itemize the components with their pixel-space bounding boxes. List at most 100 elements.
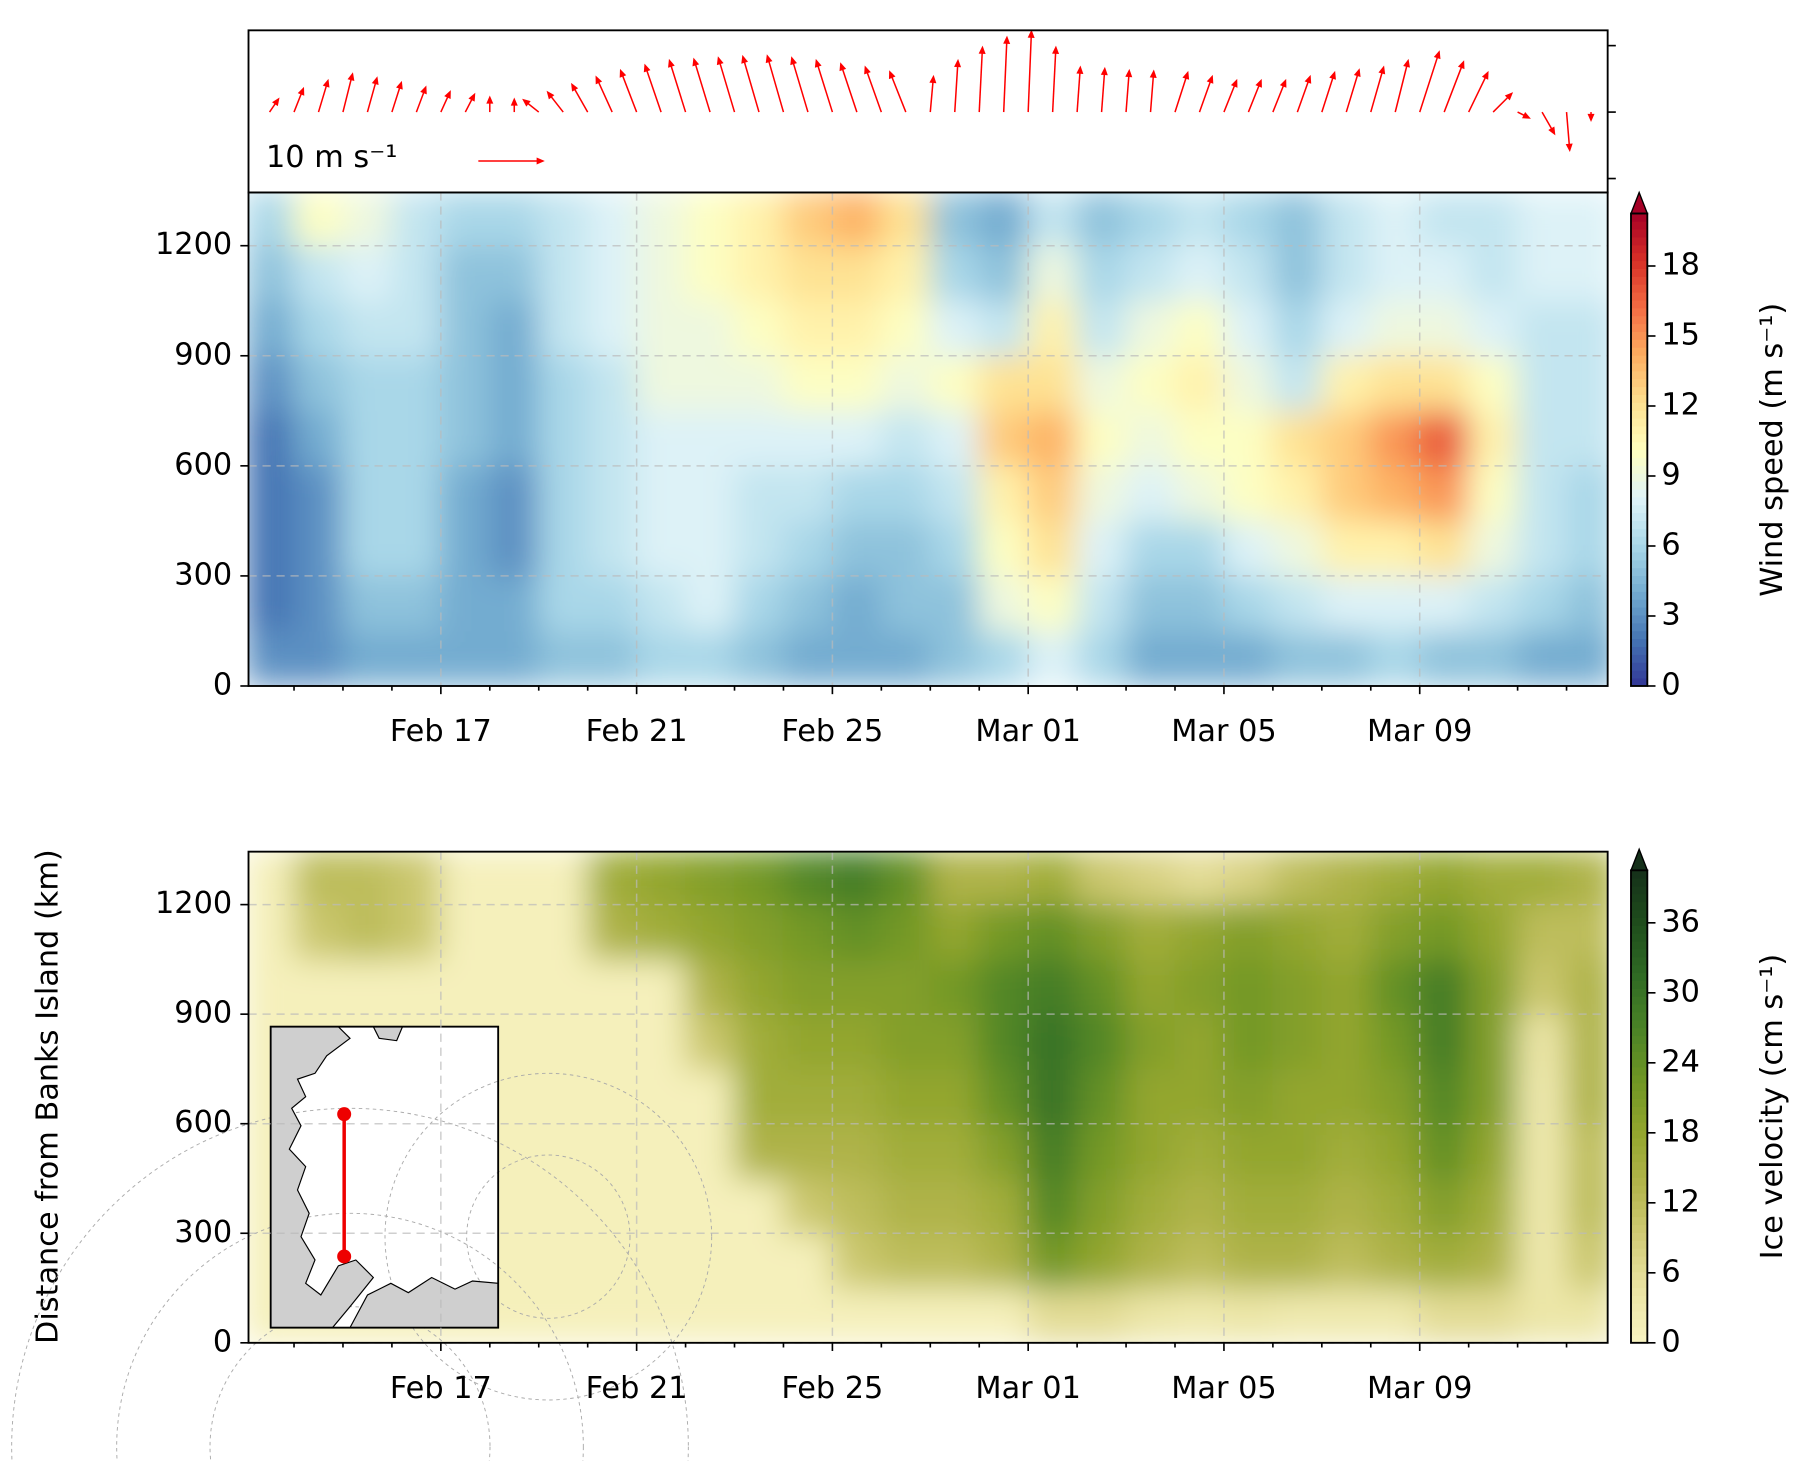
x-tick-label: Mar 01 <box>975 714 1080 749</box>
colorbar-frame <box>1630 869 1649 1344</box>
field-cell <box>1370 465 1421 522</box>
colorbar-step <box>1630 1129 1648 1139</box>
field-cell <box>1565 1287 1608 1343</box>
arrow-shaft <box>293 91 303 113</box>
arrow-shaft <box>1443 64 1464 113</box>
field-cell <box>1174 958 1225 1015</box>
arrow-shaft <box>978 50 984 113</box>
colorbar-step <box>1630 417 1648 427</box>
arrow-head <box>864 65 871 75</box>
field-cell <box>489 630 540 686</box>
colorbar-step <box>1630 630 1648 640</box>
wind-arrow <box>1443 60 1465 113</box>
field-cell <box>538 192 589 247</box>
colorbar-step <box>1630 1232 1648 1241</box>
colorbar-tick-label: 0 <box>1661 667 1680 702</box>
field-cell <box>929 192 980 247</box>
field-cell <box>978 465 1029 522</box>
field-cell <box>1468 1177 1519 1234</box>
colorbar-step <box>1630 925 1648 934</box>
colorbar-step <box>1630 1208 1648 1218</box>
field-cell <box>293 410 344 467</box>
colorbar-step <box>1630 402 1648 411</box>
field-cell <box>684 958 736 1015</box>
field-cell <box>1468 1232 1519 1289</box>
wind-arrow <box>864 65 883 113</box>
field-cell <box>1272 1068 1323 1125</box>
arrow-head <box>1125 68 1133 78</box>
field-cell <box>1321 1232 1372 1289</box>
field-cell <box>1027 958 1078 1015</box>
field-cell <box>342 575 393 632</box>
field-cell <box>1125 192 1176 247</box>
wind-arrow <box>954 58 962 113</box>
field-clip <box>248 851 1608 1343</box>
wind-arrow <box>546 90 564 113</box>
arrow-shaft <box>549 94 564 113</box>
colorbar-frame <box>1630 212 1649 687</box>
field-cell <box>1174 1287 1225 1343</box>
wind-arrow <box>1370 65 1386 113</box>
colorbar-step <box>1630 932 1648 942</box>
field-cell <box>587 1232 638 1289</box>
field-cell <box>1223 904 1274 960</box>
field-cell <box>880 851 931 906</box>
field-cell <box>636 465 687 522</box>
colorbar-step <box>1630 307 1648 317</box>
field-cell <box>1076 851 1127 906</box>
field-cell <box>1370 520 1421 577</box>
field-cell <box>684 575 736 632</box>
field-cell <box>1565 465 1608 522</box>
field-cell <box>978 958 1029 1015</box>
arrow-shaft <box>767 58 785 113</box>
colorbar-step <box>1630 591 1648 600</box>
field-cell <box>1076 520 1127 577</box>
field-cell <box>1321 575 1372 632</box>
field-cell <box>248 630 295 686</box>
arrow-shaft <box>718 60 736 113</box>
colorbar-tick-label: 6 <box>1661 527 1680 562</box>
field-cell <box>733 1287 785 1343</box>
colorbar-step <box>1630 1287 1648 1296</box>
field-cell <box>1223 245 1274 302</box>
arrow-head <box>1052 45 1060 54</box>
field-cell <box>440 520 491 577</box>
field-cell <box>1321 1177 1372 1234</box>
arrow-head <box>1481 70 1489 80</box>
field-cell <box>929 904 980 960</box>
field-cell <box>978 1232 1029 1289</box>
field-cell <box>978 1013 1029 1070</box>
colorbar-step <box>1630 315 1648 325</box>
field-cell <box>684 1068 736 1125</box>
field-cell <box>880 355 931 412</box>
field-cell <box>636 1013 687 1070</box>
colorbar-step <box>1630 370 1648 380</box>
colorbar-step <box>1630 425 1648 435</box>
arrow-head <box>954 58 962 68</box>
colorbar-step <box>1630 677 1648 687</box>
field-cell <box>1370 1013 1421 1070</box>
colorbar-step <box>1630 980 1648 989</box>
wind-arrow <box>391 80 403 113</box>
field-cell <box>782 410 833 467</box>
field-cell <box>1076 904 1127 960</box>
field-cell <box>1174 1123 1225 1180</box>
colorbar-step <box>1630 1184 1648 1194</box>
arrow-shaft <box>694 62 711 113</box>
arrow-shaft <box>1027 34 1033 113</box>
colorbar-step <box>1630 1310 1648 1320</box>
field-cell <box>782 465 833 522</box>
colorbar-step <box>1630 331 1648 340</box>
wind-arrow <box>1517 111 1531 119</box>
arrow-shaft <box>1076 70 1081 113</box>
colorbar-step <box>1630 1271 1648 1281</box>
field-cell <box>293 575 344 632</box>
field-cell <box>636 410 687 467</box>
field-cell <box>391 245 442 302</box>
y-tick-label: 900 <box>174 996 232 1031</box>
field-cell <box>782 575 833 632</box>
field-cell <box>293 630 344 686</box>
wind-arrow <box>342 72 355 113</box>
colorbar-step <box>1630 1011 1648 1021</box>
field-cell <box>1076 1177 1127 1234</box>
